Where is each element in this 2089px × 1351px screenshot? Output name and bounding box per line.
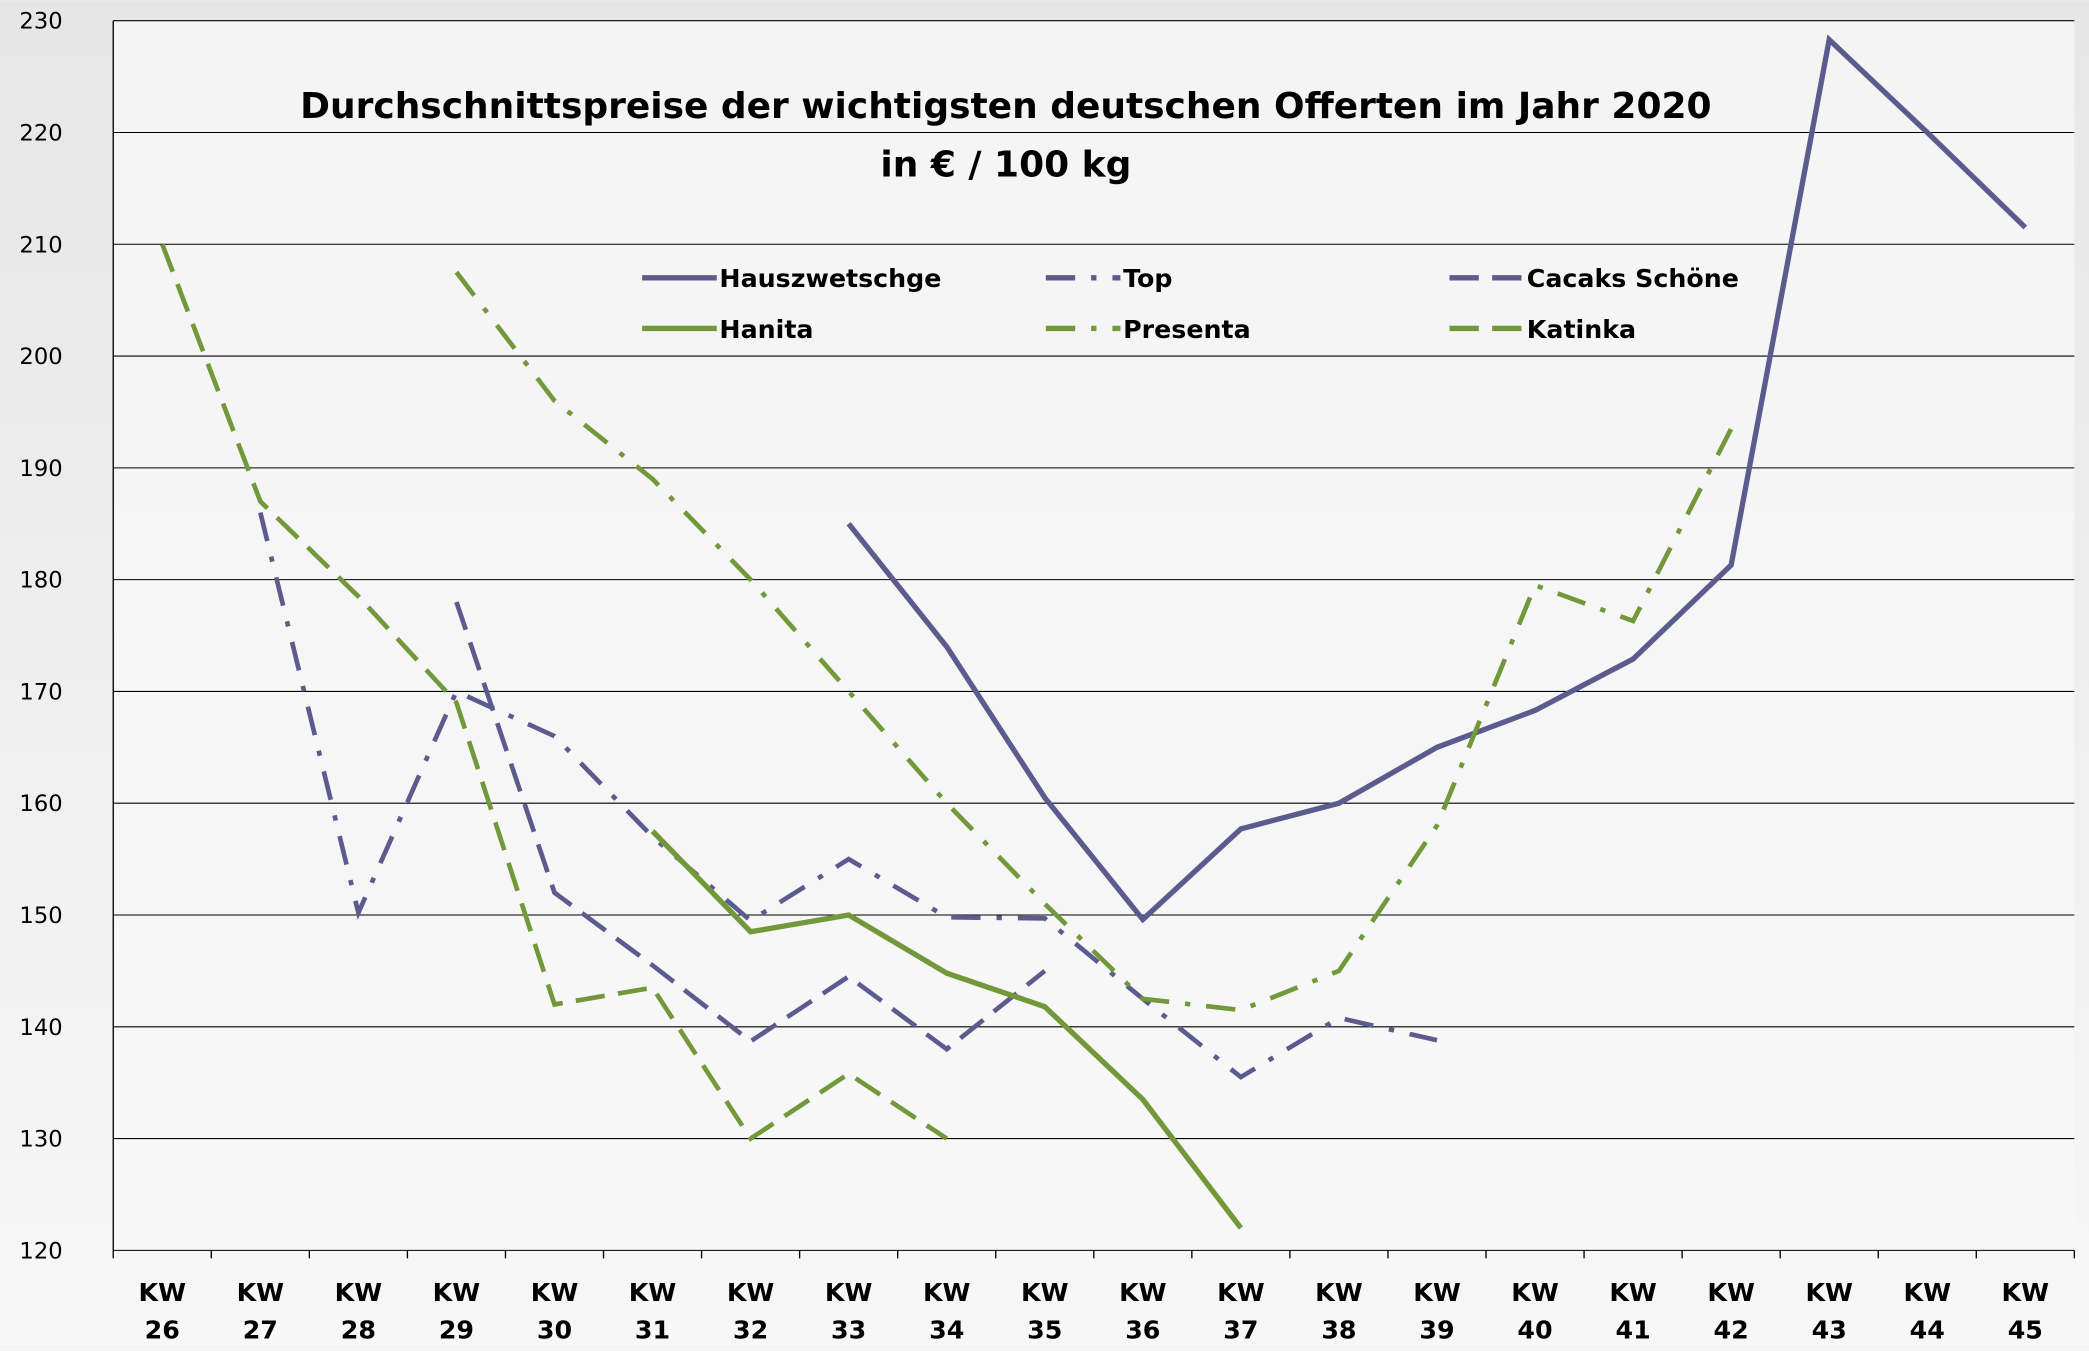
x-tick-label-line: 39 bbox=[1419, 1315, 1454, 1344]
x-tick-label-line: 44 bbox=[1910, 1315, 1945, 1344]
x-tick-label-line: KW bbox=[531, 1278, 579, 1307]
x-tick-label: KW 36 bbox=[1119, 1278, 1167, 1344]
x-tick-label-line: KW bbox=[825, 1278, 873, 1307]
x-tick-label-line: 28 bbox=[341, 1315, 376, 1344]
y-tick-label: 210 bbox=[19, 232, 62, 258]
x-tick-label-line: 43 bbox=[1812, 1315, 1847, 1344]
y-tick-label: 200 bbox=[19, 344, 62, 370]
x-tick-label-line: KW bbox=[139, 1278, 187, 1307]
x-tick-label-line: 38 bbox=[1321, 1315, 1356, 1344]
x-tick-label-line: 37 bbox=[1223, 1315, 1258, 1344]
x-tick-label-line: KW bbox=[629, 1278, 677, 1307]
legend-label: Hauszwetschge bbox=[719, 264, 941, 293]
x-tick-label: KW 27 bbox=[237, 1278, 285, 1344]
x-tick-label-line: 40 bbox=[1517, 1315, 1552, 1344]
y-tick-label: 180 bbox=[19, 568, 62, 594]
x-tick-label-line: KW bbox=[923, 1278, 971, 1307]
x-tick-label: KW 43 bbox=[1805, 1278, 1853, 1344]
x-tick-label-line: KW bbox=[1805, 1278, 1853, 1307]
x-tick-label: KW 33 bbox=[825, 1278, 873, 1344]
x-tick-label-line: 42 bbox=[1714, 1315, 1749, 1344]
x-tick-label-line: 33 bbox=[831, 1315, 866, 1344]
x-tick-label-line: KW bbox=[1609, 1278, 1657, 1307]
x-tick-label-line: KW bbox=[335, 1278, 383, 1307]
x-tick-label-line: KW bbox=[433, 1278, 481, 1307]
x-tick-label-line: 29 bbox=[439, 1315, 474, 1344]
series-line bbox=[454, 270, 1734, 1013]
y-tick-label: 190 bbox=[19, 456, 62, 482]
y-tick-label: 230 bbox=[19, 9, 62, 35]
x-tick-label-line: KW bbox=[1904, 1278, 1952, 1307]
y-tick-label: 160 bbox=[19, 791, 62, 817]
x-tick-label-line: KW bbox=[1217, 1278, 1265, 1307]
x-tick-label-line: KW bbox=[1021, 1278, 1069, 1307]
x-tick-label: KW 34 bbox=[923, 1278, 971, 1344]
series-line bbox=[160, 243, 948, 1142]
x-tick-label-line: 27 bbox=[243, 1315, 278, 1344]
x-tick-label-line: 45 bbox=[2008, 1315, 2043, 1344]
chart-title: Durchschnittspreise der wichtigsten deut… bbox=[300, 86, 1711, 127]
y-tick-label: 140 bbox=[19, 1015, 62, 1041]
y-tick-label: 150 bbox=[19, 903, 62, 929]
series-line bbox=[454, 601, 1047, 1053]
legend-label: Presenta bbox=[1123, 315, 1251, 344]
x-tick-label: KW 41 bbox=[1609, 1278, 1657, 1344]
x-tick-label: KW 45 bbox=[2002, 1278, 2050, 1344]
x-tick-label-line: KW bbox=[1707, 1278, 1755, 1307]
x-tick-label-line: KW bbox=[1413, 1278, 1461, 1307]
x-tick-label: KW 40 bbox=[1511, 1278, 1559, 1344]
x-tick-label: KW 44 bbox=[1904, 1278, 1952, 1344]
legend-label: Katinka bbox=[1527, 315, 1636, 344]
series-line bbox=[650, 829, 1243, 1230]
x-tick-label-line: 35 bbox=[1027, 1315, 1062, 1344]
x-tick-label-line: 41 bbox=[1615, 1315, 1650, 1344]
x-tick-label-line: KW bbox=[1119, 1278, 1167, 1307]
x-tick-label: KW 31 bbox=[629, 1278, 677, 1344]
plot-area bbox=[113, 20, 2075, 1251]
x-tick-label-line: KW bbox=[727, 1278, 775, 1307]
x-tick-label: KW 26 bbox=[139, 1278, 187, 1344]
y-tick-label: 130 bbox=[19, 1127, 62, 1153]
legend-label: Top bbox=[1123, 264, 1172, 293]
series-line bbox=[846, 34, 2028, 924]
x-tick-label-line: KW bbox=[2002, 1278, 2050, 1307]
series-line bbox=[258, 512, 1438, 1080]
x-tick-label: KW 32 bbox=[727, 1278, 775, 1344]
legend-label: Cacaks Schöne bbox=[1527, 264, 1739, 293]
chart-subtitle: in € / 100 kg bbox=[880, 145, 1131, 186]
x-tick-label-line: KW bbox=[1315, 1278, 1363, 1307]
x-tick-label-line: 34 bbox=[929, 1315, 964, 1344]
x-tick-label-line: 32 bbox=[733, 1315, 768, 1344]
x-tick-label: KW 38 bbox=[1315, 1278, 1363, 1344]
x-tick-label-line: KW bbox=[237, 1278, 285, 1307]
x-tick-label-line: 31 bbox=[635, 1315, 670, 1344]
x-tick-label: KW 29 bbox=[433, 1278, 481, 1344]
x-tick-label-line: 26 bbox=[145, 1315, 180, 1344]
x-tick-label: KW 39 bbox=[1413, 1278, 1461, 1344]
x-tick-label: KW 30 bbox=[531, 1278, 579, 1344]
x-tick-label: KW 37 bbox=[1217, 1278, 1265, 1344]
y-tick-label: 220 bbox=[19, 120, 62, 146]
x-tick-label-line: 36 bbox=[1125, 1315, 1160, 1344]
x-tick-label-line: 30 bbox=[537, 1315, 572, 1344]
x-tick-label: KW 28 bbox=[335, 1278, 383, 1344]
y-tick-label: 170 bbox=[19, 679, 62, 705]
x-tick-label: KW 35 bbox=[1021, 1278, 1069, 1344]
y-tick-label: 120 bbox=[19, 1238, 62, 1264]
x-tick-label: KW 42 bbox=[1707, 1278, 1755, 1344]
legend-label: Hanita bbox=[719, 315, 813, 344]
x-tick-label-line: KW bbox=[1511, 1278, 1559, 1307]
